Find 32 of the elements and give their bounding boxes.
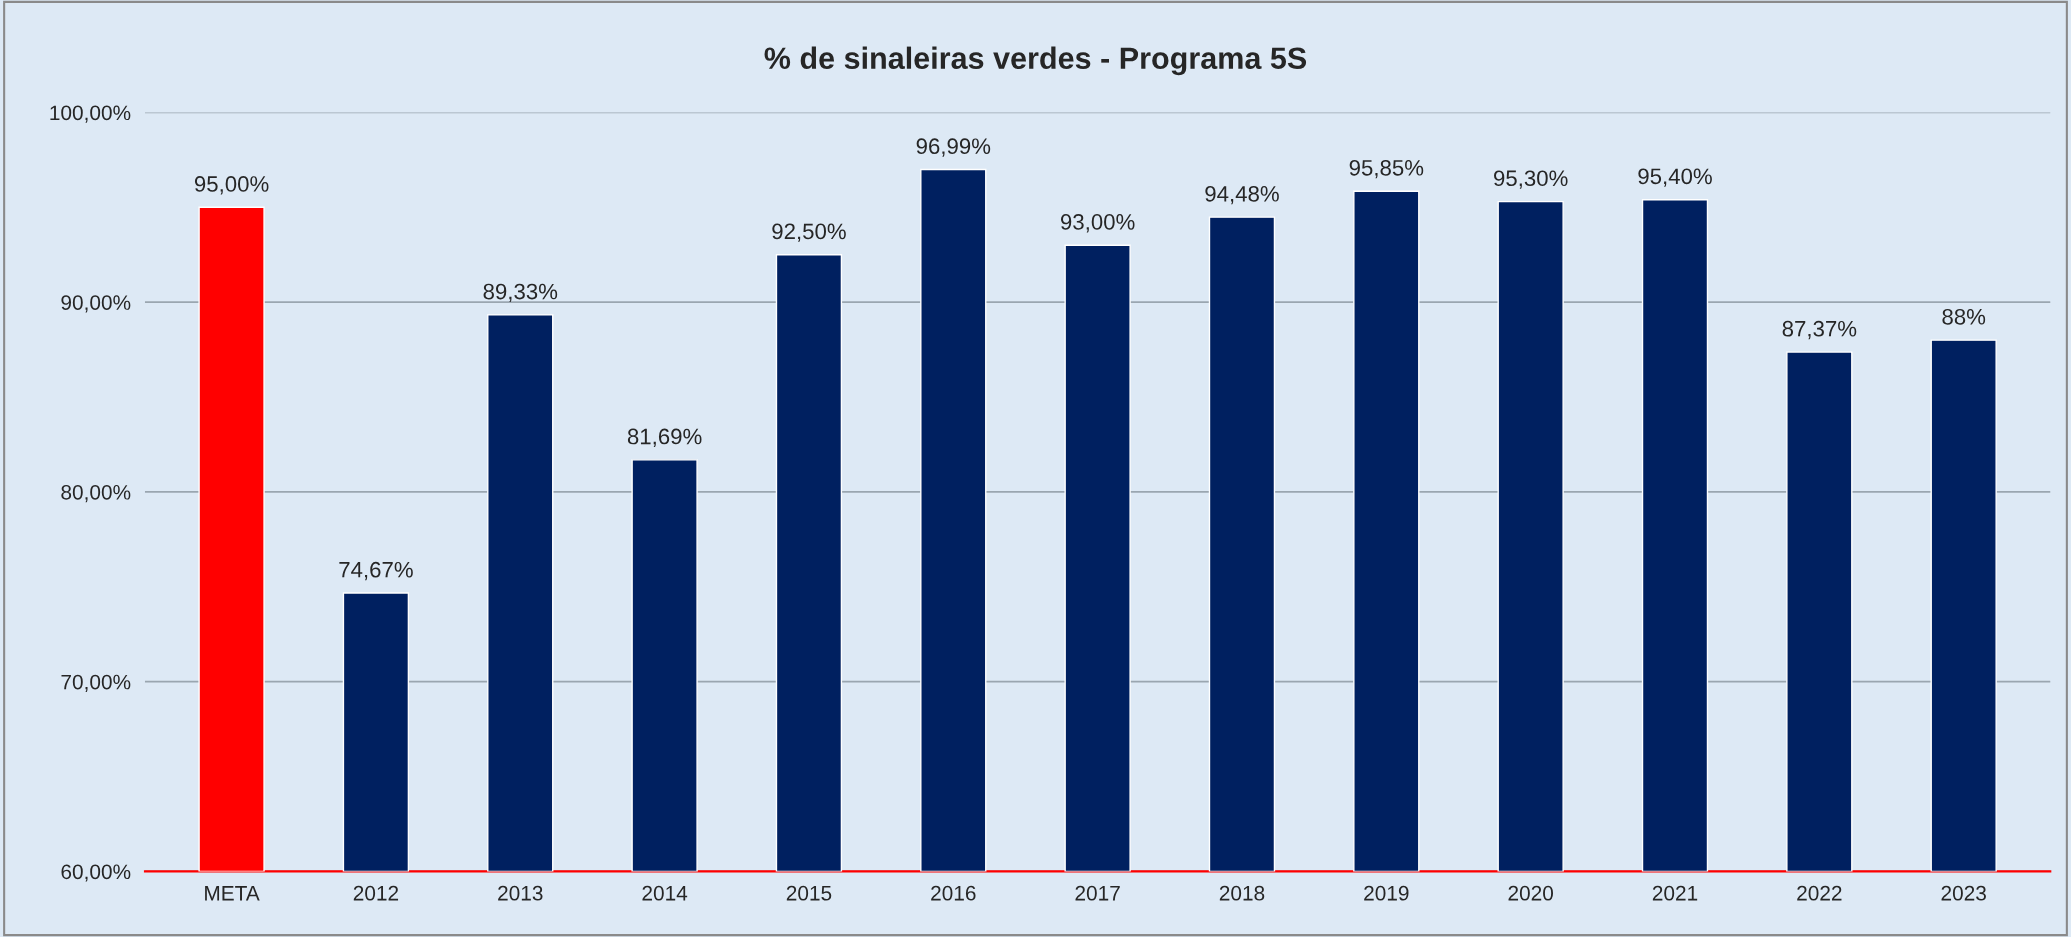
data-label: 94,48%: [1205, 185, 1279, 205]
x-tick-label: 2016: [931, 885, 976, 901]
data-label: 88%: [1942, 308, 1986, 325]
y-tick-label: 60,00%: [61, 864, 131, 882]
x-tick-label: 2022: [1797, 885, 1842, 901]
data-label: 89,33%: [483, 283, 558, 303]
data-label: 96,99%: [916, 138, 991, 157]
x-tick-label: 2013: [498, 885, 543, 901]
y-tick-label: 80,00%: [61, 484, 131, 503]
x-tick-label: 2021: [1652, 885, 1698, 901]
y-tick-label: 100,00%: [50, 105, 131, 123]
data-label: 87,37%: [1782, 320, 1857, 340]
data-label: 95,30%: [1494, 170, 1568, 189]
data-label: 81,69%: [627, 428, 702, 447]
data-label: 93,00%: [1060, 214, 1135, 233]
chart-title: % de sinaleiras verdes - Programa 5S: [764, 46, 1307, 76]
y-tick-label: 70,00%: [61, 674, 131, 692]
x-tick-label: META: [205, 886, 260, 901]
x-tick-label: 2017: [1075, 885, 1120, 901]
data-label: 74,67%: [339, 561, 413, 581]
x-tick-label: 2012: [353, 885, 399, 901]
x-tick-label: 2019: [1364, 885, 1409, 901]
data-label: 92,50%: [772, 223, 846, 242]
x-tick-label: 2023: [1941, 885, 1986, 901]
data-label: 95,00%: [194, 176, 269, 195]
data-label: 95,40%: [1638, 168, 1712, 187]
data-label: 95,85%: [1349, 159, 1424, 179]
x-tick-label: 2015: [786, 885, 832, 901]
x-tick-label: 2014: [642, 885, 688, 901]
x-tick-label: 2020: [1508, 885, 1554, 901]
y-tick-label: 90,00%: [61, 295, 131, 313]
x-tick-label: 2018: [1219, 885, 1265, 901]
